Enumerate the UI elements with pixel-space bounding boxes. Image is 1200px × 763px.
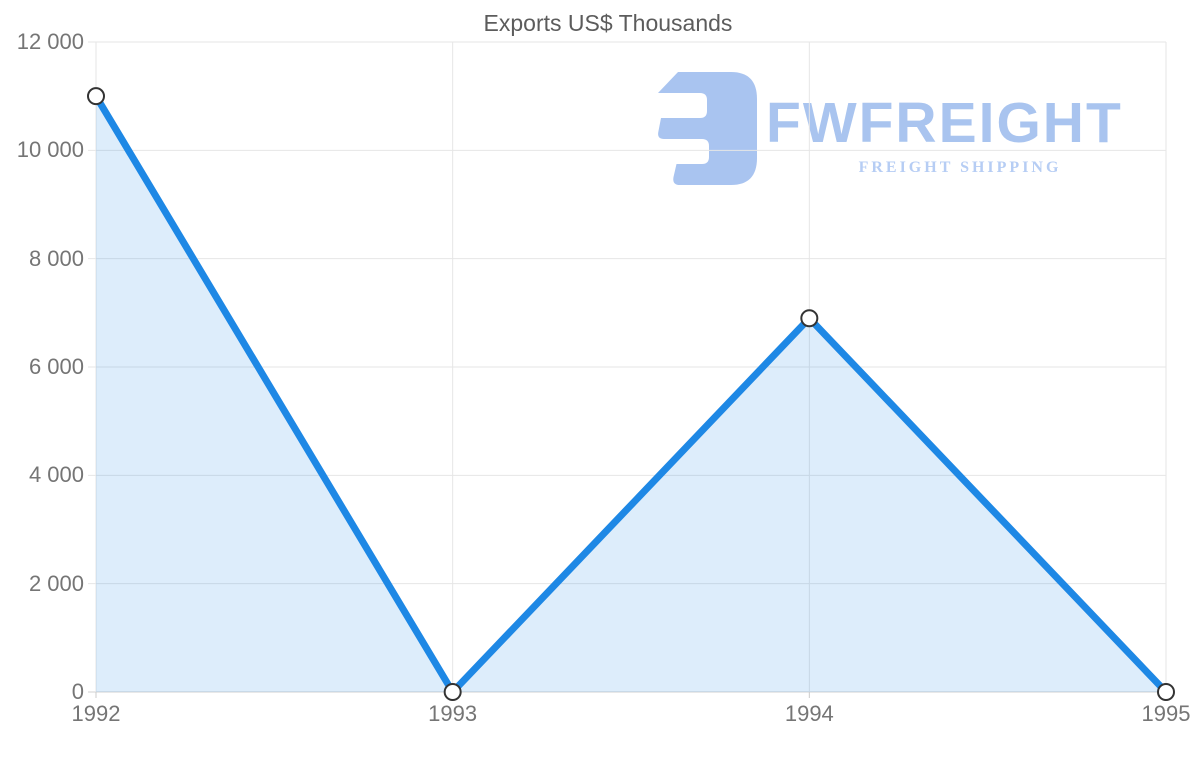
brand-text-block: FWFREIGHT FREIGHT SHIPPING (766, 95, 1154, 177)
series-line (92, 92, 1170, 696)
data-point-marker[interactable] (1157, 683, 1175, 701)
fwfreight-logo-icon (658, 72, 757, 185)
area-fill (96, 96, 1166, 692)
brand-watermark: FWFREIGHT FREIGHT SHIPPING (654, 71, 1154, 191)
chart-title: Exports US$ Thousands (483, 10, 733, 36)
brand-wordmark: FWFREIGHT (766, 91, 1123, 155)
data-point-marker[interactable] (87, 87, 105, 106)
data-point-marker[interactable] (800, 309, 819, 328)
brand-tagline: FREIGHT SHIPPING (858, 159, 1062, 176)
data-point-marker[interactable] (443, 683, 462, 701)
